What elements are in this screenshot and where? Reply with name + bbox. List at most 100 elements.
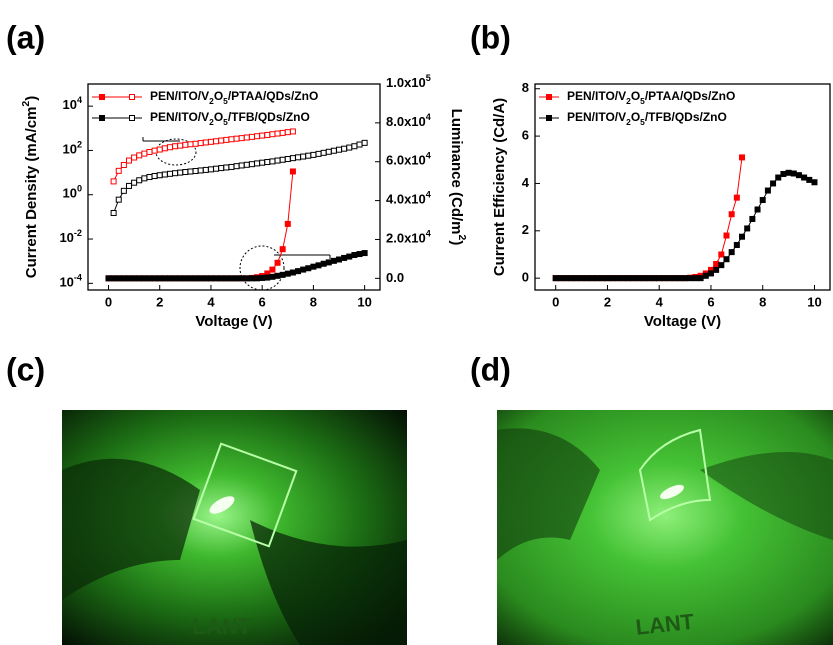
- legend-marker: [547, 95, 552, 100]
- data-point: [162, 146, 167, 151]
- y2-tick-label: 2.0x104: [386, 229, 432, 246]
- data-point: [183, 170, 188, 175]
- data-point: [224, 165, 229, 170]
- data-point: [285, 271, 290, 276]
- data-point: [126, 158, 131, 163]
- data-point: [260, 275, 265, 280]
- data-point: [781, 171, 786, 176]
- data-point: [116, 276, 121, 281]
- data-point: [688, 276, 693, 281]
- data-point: [729, 250, 734, 255]
- data-point: [173, 171, 178, 176]
- data-point: [290, 270, 295, 275]
- data-point: [734, 243, 739, 248]
- data-point: [234, 164, 239, 169]
- data-point: [162, 276, 167, 281]
- data-point: [178, 170, 183, 175]
- data-point: [244, 135, 249, 140]
- data-point: [558, 276, 563, 281]
- data-point: [285, 130, 290, 135]
- data-point: [229, 164, 234, 169]
- panel-label: (d): [470, 351, 511, 387]
- data-point: [331, 258, 336, 263]
- y-tick-label: 104: [62, 96, 82, 113]
- data-point: [326, 260, 331, 265]
- data-point: [265, 275, 270, 280]
- data-point: [605, 276, 610, 281]
- data-point: [280, 247, 285, 252]
- data-point: [224, 276, 229, 281]
- data-point: [703, 273, 708, 278]
- data-point: [693, 276, 698, 281]
- y-tick-label: 100: [62, 184, 82, 201]
- legend-label: PEN/ITO/V2O5/PTAA/QDs/ZnO: [150, 89, 318, 106]
- data-point: [106, 276, 111, 281]
- data-point: [275, 260, 280, 265]
- y-tick-label: 8: [522, 80, 529, 95]
- data-point: [239, 136, 244, 141]
- legend-marker: [130, 95, 135, 100]
- data-point: [652, 276, 657, 281]
- data-point: [620, 276, 625, 281]
- data-point: [183, 276, 188, 281]
- data-point: [142, 151, 147, 156]
- data-point: [270, 274, 275, 279]
- data-point: [553, 276, 558, 281]
- data-point: [111, 210, 116, 215]
- data-point: [347, 145, 352, 150]
- y2-tick-label: 4.0x104: [386, 190, 432, 207]
- data-point: [132, 155, 137, 160]
- x-axis-title: Voltage (V): [195, 313, 272, 330]
- data-point: [331, 148, 336, 153]
- data-point: [714, 261, 719, 266]
- data-point: [796, 173, 801, 178]
- data-point: [290, 169, 295, 174]
- data-point: [285, 157, 290, 162]
- data-point: [219, 276, 224, 281]
- data-point: [610, 276, 615, 281]
- data-point: [708, 271, 713, 276]
- data-point: [296, 269, 301, 274]
- data-point: [270, 132, 275, 137]
- data-point: [311, 264, 316, 269]
- data-point: [729, 212, 734, 217]
- data-point: [636, 276, 641, 281]
- data-point: [265, 132, 270, 137]
- legend-label: PEN/ITO/V2O5/TFB/QDs/ZnO: [567, 110, 727, 127]
- data-point: [157, 173, 162, 178]
- y-tick-label: 2: [522, 222, 529, 237]
- legend-marker: [547, 116, 552, 121]
- data-point: [316, 263, 321, 268]
- data-point: [724, 257, 729, 262]
- data-point: [342, 146, 347, 151]
- data-point: [249, 276, 254, 281]
- data-point: [214, 276, 219, 281]
- data-point: [662, 276, 667, 281]
- data-point: [116, 168, 121, 173]
- data-point: [193, 276, 198, 281]
- data-point: [214, 166, 219, 171]
- data-point: [646, 276, 651, 281]
- photo: LANT: [62, 410, 407, 645]
- data-point: [285, 221, 290, 226]
- data-point: [771, 181, 776, 186]
- data-point: [255, 276, 260, 281]
- data-point: [203, 276, 208, 281]
- data-point: [316, 151, 321, 156]
- x-tick-label: 10: [807, 294, 821, 309]
- data-point: [157, 147, 162, 152]
- series-line: [556, 157, 742, 278]
- data-point: [147, 150, 152, 155]
- data-point: [173, 276, 178, 281]
- y-tick-label: 4: [522, 175, 530, 190]
- data-point: [270, 267, 275, 272]
- data-point: [255, 161, 260, 166]
- y-tick-label: 6: [522, 128, 529, 143]
- data-point: [357, 252, 362, 257]
- x-tick-label: 0: [105, 294, 112, 309]
- legend-marker: [130, 116, 135, 121]
- data-point: [255, 134, 260, 139]
- data-point: [173, 144, 178, 149]
- data-point: [677, 276, 682, 281]
